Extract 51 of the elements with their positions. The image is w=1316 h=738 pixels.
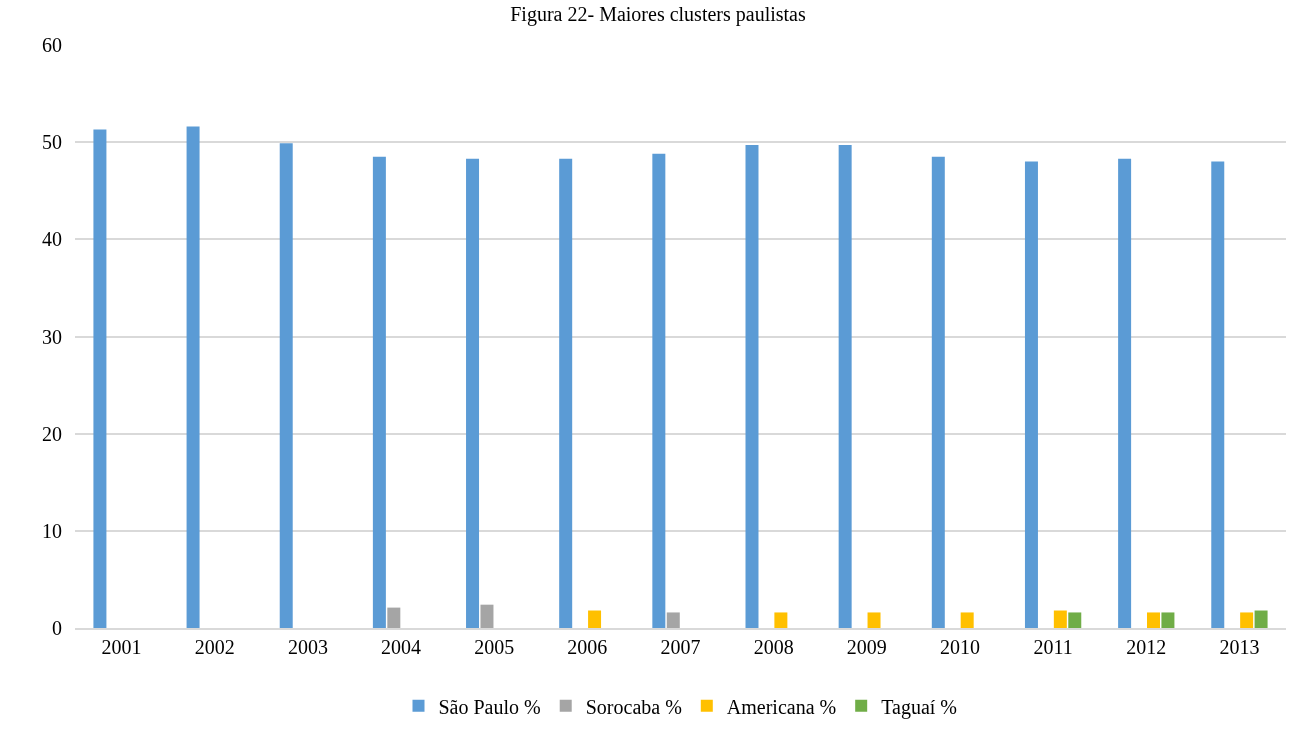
bar [745, 145, 759, 628]
bar [387, 607, 401, 628]
x-tick-label: 2001 [101, 636, 142, 658]
x-tick-label: 2009 [846, 636, 887, 658]
y-tick-label: 10 [42, 519, 62, 542]
legend-label: Americana % [726, 695, 837, 718]
x-tick-label: 2003 [287, 636, 328, 658]
bar [186, 126, 200, 628]
y-tick-label: 0 [52, 617, 62, 639]
legend-label: São Paulo % [438, 695, 541, 718]
bar [1118, 158, 1132, 628]
bar [867, 612, 881, 628]
bar [1240, 612, 1254, 628]
x-tick-label: 2008 [753, 636, 794, 658]
x-tick-label: 2012 [1126, 636, 1167, 658]
bar [1146, 612, 1160, 628]
bar [1024, 161, 1038, 628]
bar [588, 610, 602, 628]
x-tick-label: 2013 [1219, 636, 1260, 658]
y-tick-label: 20 [42, 422, 62, 445]
x-tick-label: 2010 [939, 636, 980, 658]
bar [838, 145, 852, 628]
y-tick-label: 50 [42, 131, 62, 154]
bar [559, 158, 573, 628]
x-tick-label: 2011 [1033, 636, 1073, 658]
x-tick-label: 2004 [381, 636, 422, 658]
x-tick-label: 2006 [567, 636, 608, 658]
legend-label: Taguaí % [881, 695, 957, 719]
bar [931, 156, 945, 628]
bar [480, 604, 494, 628]
legend-label: Sorocaba % [585, 695, 682, 718]
x-tick-label: 2002 [194, 636, 235, 658]
bar [1068, 612, 1082, 628]
bar [279, 143, 293, 628]
bar [1254, 610, 1268, 628]
y-tick-label: 40 [42, 228, 62, 251]
y-tick-label: 30 [42, 325, 62, 348]
bar [1053, 610, 1067, 628]
bar [466, 158, 480, 628]
x-tick-label: 2007 [660, 636, 701, 658]
y-tick-label: 60 [42, 34, 62, 56]
bar [960, 612, 974, 628]
bar [666, 612, 680, 628]
chart-title: Figura 22- Maiores clusters paulistas [510, 3, 806, 27]
bar [1161, 612, 1175, 628]
bar [372, 156, 386, 628]
bar [652, 153, 666, 628]
x-tick-label: 2005 [474, 636, 515, 658]
bar [1211, 161, 1225, 628]
bar [774, 612, 788, 628]
bar [93, 129, 107, 628]
